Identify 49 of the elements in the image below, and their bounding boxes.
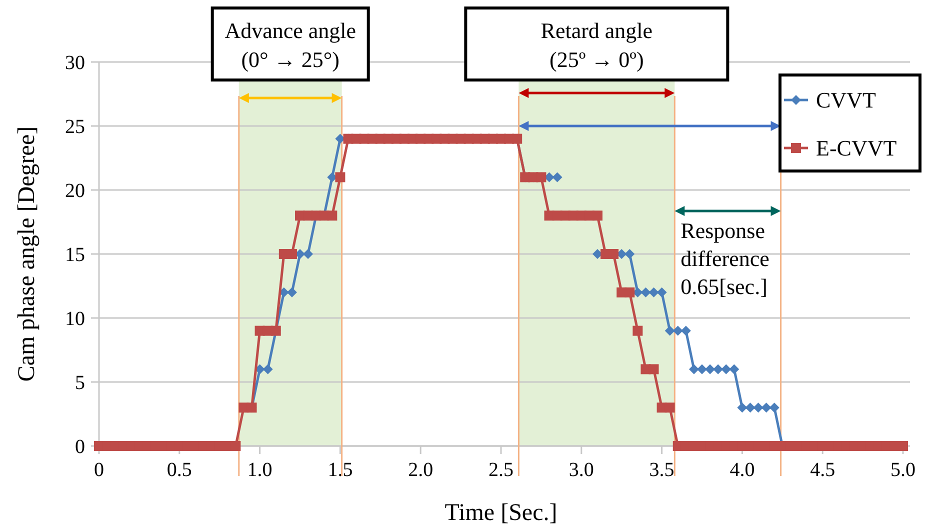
- point: [552, 172, 562, 182]
- point: [286, 287, 297, 298]
- point: [262, 364, 273, 374]
- x-tick-label: 4.0: [730, 459, 755, 481]
- x-tick-label: 1.0: [247, 459, 272, 481]
- point: [697, 364, 707, 374]
- x-tick-label: 1.5: [328, 459, 353, 481]
- x-tick-label: 3.0: [568, 459, 594, 481]
- y-tick-label: 0: [75, 436, 85, 458]
- point: [721, 364, 732, 374]
- point: [745, 402, 756, 413]
- text-box: Retard angle (25º → 0º): [464, 6, 730, 82]
- point: [753, 402, 764, 413]
- text-box: Advance angle (0° → 25°): [210, 6, 370, 82]
- point: [737, 402, 748, 413]
- point: [640, 287, 651, 298]
- x-tick-label: 0.5: [166, 459, 192, 481]
- legend-label: CVVT: [816, 88, 876, 113]
- x-tick-label: 4.5: [810, 459, 836, 481]
- point: [761, 402, 772, 413]
- point: [648, 287, 659, 298]
- x-tick-label: 5.0: [890, 459, 916, 481]
- point: [680, 326, 691, 336]
- x-tick-label: 3.5: [649, 459, 674, 481]
- point: [303, 249, 314, 259]
- y-tick-label: 25: [65, 116, 85, 138]
- x-tick-label: 2.0: [408, 459, 434, 481]
- annotation: Response difference 0.65[sec.]: [680, 218, 770, 299]
- y-tick-label: 10: [65, 308, 85, 330]
- y-tick-label: 5: [75, 372, 85, 394]
- x-axis-title: Time [Sec.]: [444, 500, 558, 526]
- point: [624, 249, 635, 259]
- point: [769, 402, 780, 413]
- x-tick-label: 0: [94, 459, 104, 481]
- x-tick-label: 2.5: [488, 459, 514, 481]
- annotation: Retard angle (25º → 0º): [540, 18, 653, 72]
- point: [688, 364, 699, 374]
- point: [729, 364, 740, 374]
- point: [672, 326, 683, 336]
- y-tick-label: 15: [65, 244, 85, 266]
- point: [656, 287, 667, 298]
- point: [713, 364, 724, 374]
- legend-label: E-CVVT: [816, 136, 898, 161]
- annotation: Advance angle (0° → 25°): [224, 18, 356, 72]
- y-tick-label: 30: [65, 52, 85, 74]
- y-axis-title: Cam phase angle [Degree]: [14, 126, 40, 382]
- point: [705, 364, 716, 374]
- y-tick-label: 20: [65, 180, 85, 202]
- point: [664, 326, 675, 336]
